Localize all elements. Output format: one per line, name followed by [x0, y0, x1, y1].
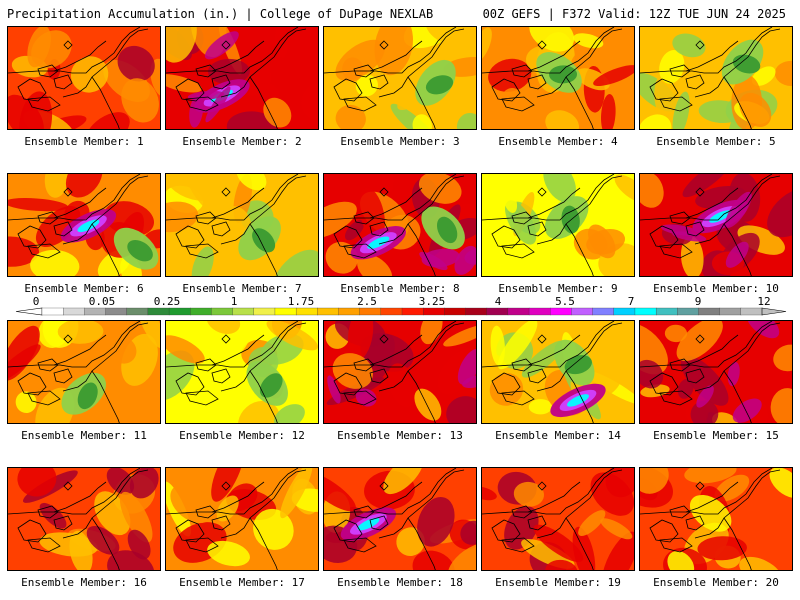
ensemble-member-label: Ensemble Member: 15 [653, 429, 779, 442]
colorbar-swatch [698, 307, 721, 316]
ensemble-member-label: Ensemble Member: 4 [498, 135, 618, 148]
colorbar-tick-label: 12 [757, 296, 770, 308]
colorbar-swatch [359, 307, 382, 316]
colorbar-swatch [507, 307, 530, 316]
run-info: 00Z GEFS | F372 Valid: 12Z TUE JUN 24 20… [482, 7, 786, 21]
ensemble-member-label: Ensemble Member: 10 [653, 282, 779, 295]
colorbar-swatch [401, 307, 424, 316]
colorbar-swatch [655, 307, 678, 316]
ensemble-member-map [165, 173, 319, 277]
colorbar-swatch [274, 307, 297, 316]
ensemble-member-map [7, 26, 161, 130]
colorbar-swatch [740, 307, 763, 316]
ensemble-member-map [481, 467, 635, 571]
ensemble-member-map [323, 320, 477, 424]
colorbar-swatch [465, 307, 488, 316]
ensemble-member-label: Ensemble Member: 1 [24, 135, 144, 148]
ensemble-member-map [165, 467, 319, 571]
colorbar-swatch [295, 307, 318, 316]
colorbar-swatch [719, 307, 742, 316]
precipitation-colorbar: 0 0.05 0.25 1 1.75 2.5 3.25 4 5.5 7 9 12 [15, 296, 787, 316]
ensemble-member-map [481, 320, 635, 424]
colorbar-swatch [571, 307, 594, 316]
ensemble-member-label: Ensemble Member: 7 [182, 282, 302, 295]
chart-title: Precipitation Accumulation (in.) | Colle… [7, 7, 434, 21]
ensemble-member-label: Ensemble Member: 9 [498, 282, 618, 295]
ensemble-member-label: Ensemble Member: 3 [340, 135, 460, 148]
colorbar-swatch [444, 307, 466, 316]
colorbar-tick-label: 1.75 [288, 296, 315, 308]
ensemble-member-map [639, 26, 793, 130]
colorbar-low-arrow [15, 307, 43, 316]
colorbar-swatch [613, 307, 636, 316]
colorbar-tick-label: 0 [33, 296, 40, 308]
colorbar-swatch [423, 307, 445, 316]
colorbar-swatch [380, 307, 403, 316]
colorbar-swatch [105, 307, 128, 316]
ensemble-member-map [323, 467, 477, 571]
colorbar-swatch [147, 307, 170, 316]
ensemble-member-label: Ensemble Member: 12 [179, 429, 305, 442]
colorbar-swatch [528, 307, 551, 316]
colorbar-swatch [126, 307, 149, 316]
colorbar-high-arrow [761, 307, 787, 316]
ensemble-member-map [165, 320, 319, 424]
colorbar-swatch [41, 307, 64, 316]
colorbar-swatch [63, 307, 85, 316]
ensemble-member-label: Ensemble Member: 2 [182, 135, 302, 148]
colorbar-swatch [211, 307, 234, 316]
ensemble-member-map [323, 26, 477, 130]
colorbar-swatch [84, 307, 106, 316]
colorbar-swatch [634, 307, 657, 316]
colorbar-tick-label: 1 [231, 296, 238, 308]
ensemble-member-label: Ensemble Member: 17 [179, 576, 305, 589]
colorbar-tick-label: 0.25 [154, 296, 181, 308]
ensemble-member-label: Ensemble Member: 13 [337, 429, 463, 442]
colorbar-swatch [168, 307, 191, 316]
colorbar-swatch [317, 307, 339, 316]
colorbar-swatch [253, 307, 276, 316]
ensemble-member-map [7, 173, 161, 277]
colorbar-tick-label: 2.5 [357, 296, 377, 308]
ensemble-member-map [639, 320, 793, 424]
colorbar-swatch [190, 307, 212, 316]
colorbar-tick-label: 7 [628, 296, 635, 308]
colorbar-tick-label: 4 [495, 296, 502, 308]
colorbar-swatch [550, 307, 572, 316]
ensemble-member-label: Ensemble Member: 18 [337, 576, 463, 589]
ensemble-member-map [7, 320, 161, 424]
ensemble-member-map [7, 467, 161, 571]
ensemble-member-label: Ensemble Member: 6 [24, 282, 144, 295]
ensemble-member-map [323, 173, 477, 277]
colorbar-tick-label: 0.05 [89, 296, 116, 308]
ensemble-member-map [481, 26, 635, 130]
colorbar-swatch [486, 307, 509, 316]
ensemble-member-label: Ensemble Member: 8 [340, 282, 460, 295]
ensemble-member-label: Ensemble Member: 19 [495, 576, 621, 589]
ensemble-member-map [481, 173, 635, 277]
ensemble-member-label: Ensemble Member: 14 [495, 429, 621, 442]
ensemble-member-label: Ensemble Member: 16 [21, 576, 147, 589]
ensemble-member-map [165, 26, 319, 130]
colorbar-swatch [677, 307, 699, 316]
ensemble-member-label: Ensemble Member: 11 [21, 429, 147, 442]
colorbar-swatch [232, 307, 255, 316]
ensemble-member-label: Ensemble Member: 5 [656, 135, 776, 148]
ensemble-member-map [639, 173, 793, 277]
colorbar-swatch [592, 307, 615, 316]
ensemble-member-map [639, 467, 793, 571]
colorbar-tick-label: 5.5 [555, 296, 575, 308]
colorbar-tick-label: 9 [695, 296, 702, 308]
colorbar-swatch [338, 307, 361, 316]
colorbar-tick-label: 3.25 [419, 296, 446, 308]
ensemble-member-label: Ensemble Member: 20 [653, 576, 779, 589]
